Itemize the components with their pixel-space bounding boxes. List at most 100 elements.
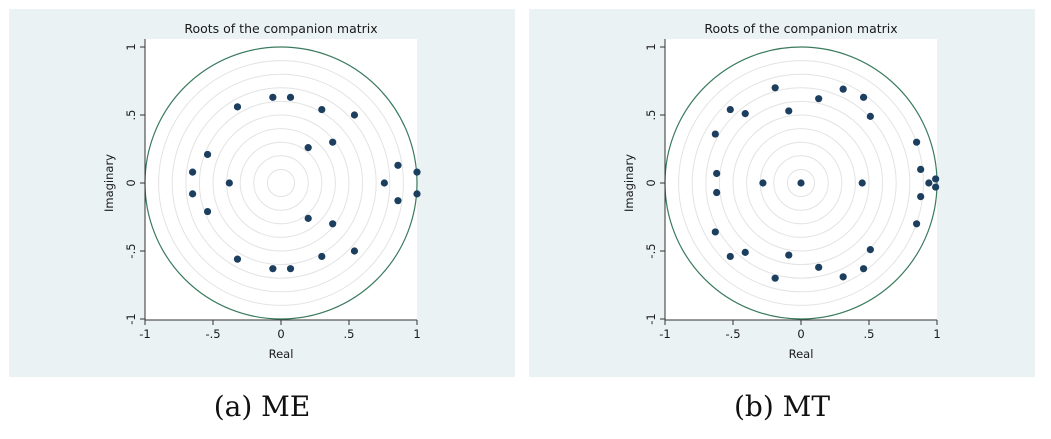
x-tick-label: -1 bbox=[659, 327, 670, 341]
root-point bbox=[329, 220, 337, 228]
grid-ring bbox=[678, 60, 924, 306]
root-point bbox=[189, 190, 197, 198]
root-point bbox=[759, 179, 767, 187]
grid-ring bbox=[198, 100, 364, 266]
grid-ring bbox=[705, 87, 897, 279]
caption-me: (a) ME bbox=[213, 390, 311, 423]
root-point bbox=[797, 179, 805, 187]
root-point bbox=[741, 248, 749, 256]
root-point bbox=[269, 93, 277, 101]
root-point bbox=[866, 112, 874, 120]
root-point bbox=[917, 193, 925, 201]
root-point bbox=[286, 265, 295, 273]
x-tick-label: .5 bbox=[344, 327, 355, 341]
grid-ring bbox=[253, 155, 309, 211]
root-point bbox=[225, 179, 233, 187]
grid-ring bbox=[171, 73, 391, 293]
y-tick-label: -1 bbox=[644, 313, 658, 324]
caption-mt: (b) MT bbox=[733, 390, 831, 423]
y-tick-label: -.5 bbox=[644, 243, 658, 258]
root-point bbox=[771, 84, 779, 92]
chart-me: -1-1 -.5 -.5 0 0 .5 .5 1 1 Roots of the companion… bbox=[102, 21, 421, 361]
root-point bbox=[711, 130, 719, 138]
root-point bbox=[785, 107, 793, 115]
root-point bbox=[917, 165, 925, 173]
y-tick-label: 1 bbox=[644, 43, 658, 50]
root-point bbox=[785, 251, 793, 259]
y-tick-label: 1 bbox=[124, 43, 138, 50]
y-tick-label: 0 bbox=[124, 179, 138, 186]
grid-ring bbox=[691, 73, 911, 293]
root-point bbox=[713, 169, 721, 178]
root-point bbox=[318, 252, 326, 261]
root-point bbox=[713, 188, 721, 197]
root-point bbox=[304, 214, 312, 222]
grid-ring bbox=[266, 168, 296, 198]
y-tick-label: .5 bbox=[644, 110, 658, 121]
x-tick-label: 1 bbox=[413, 327, 420, 341]
x-axis-label: Real bbox=[269, 347, 294, 361]
root-point bbox=[815, 95, 823, 103]
y-tick-label: 0 bbox=[644, 179, 658, 186]
grid-ring bbox=[185, 87, 377, 279]
x-tick-label: -.5 bbox=[205, 327, 220, 341]
root-point bbox=[350, 247, 359, 255]
root-point bbox=[741, 110, 749, 118]
grid-ring bbox=[732, 114, 870, 252]
root-point bbox=[189, 168, 197, 176]
root-point bbox=[286, 93, 295, 101]
root-point bbox=[394, 161, 402, 169]
root-point bbox=[233, 255, 242, 263]
y-tick-label: .5 bbox=[124, 110, 138, 121]
root-point bbox=[304, 144, 312, 152]
root-point bbox=[771, 274, 779, 282]
root-point bbox=[203, 207, 212, 216]
root-point bbox=[839, 85, 847, 93]
root-point bbox=[913, 220, 921, 228]
root-point bbox=[413, 168, 421, 176]
x-tick-label: -1 bbox=[139, 327, 150, 341]
root-point bbox=[925, 179, 933, 187]
root-point bbox=[394, 197, 402, 205]
grid-ring bbox=[718, 100, 884, 266]
grid-ring bbox=[239, 141, 323, 225]
chart-panel-mt: -1 -1 -.5 -.5 0 0 .5 .5 1 1 Roots of the companion… bbox=[529, 9, 1035, 377]
y-tick-label: -1 bbox=[124, 313, 138, 324]
root-point bbox=[932, 175, 940, 183]
x-tick-label: .5 bbox=[864, 327, 875, 341]
y-axis-label: Imaginary bbox=[622, 154, 636, 212]
root-point bbox=[913, 138, 921, 146]
root-point bbox=[413, 190, 421, 198]
grid-ring bbox=[158, 60, 404, 306]
x-axis-label: Real bbox=[789, 347, 814, 361]
root-point bbox=[233, 103, 242, 111]
y-axis-label: Imaginary bbox=[102, 154, 116, 212]
root-point bbox=[380, 179, 388, 187]
root-point bbox=[859, 93, 868, 101]
grid-ring bbox=[786, 168, 816, 198]
root-point bbox=[839, 273, 847, 281]
chart-panel-me: -1 -1 -.5 -.5 0 0 .5 .5 1 1 Roots of the companion… bbox=[9, 9, 515, 377]
grid-ring bbox=[212, 114, 350, 252]
root-point bbox=[858, 179, 866, 187]
root-point bbox=[329, 138, 337, 146]
chart-title: Roots of the companion matrix bbox=[704, 21, 897, 36]
plot-area bbox=[145, 39, 417, 320]
root-point bbox=[203, 150, 212, 159]
root-point bbox=[815, 263, 823, 271]
x-tick-label: 0 bbox=[797, 327, 804, 341]
chart-mt: -1-1 -.5 -.5 0 0 .5 .5 1 1 Roots of the companion… bbox=[622, 21, 941, 361]
root-point bbox=[318, 105, 326, 114]
x-tick-label: 0 bbox=[277, 327, 284, 341]
root-point bbox=[726, 105, 734, 114]
x-tick-label: -.5 bbox=[725, 327, 740, 341]
root-point bbox=[711, 228, 719, 236]
grid-ring bbox=[773, 155, 829, 211]
root-point bbox=[859, 265, 868, 273]
root-point bbox=[350, 111, 359, 119]
y-tick-label: -.5 bbox=[124, 243, 138, 258]
x-tick-label: 1 bbox=[933, 327, 940, 341]
root-point bbox=[932, 183, 940, 191]
root-point bbox=[866, 246, 874, 254]
root-point bbox=[269, 265, 277, 273]
